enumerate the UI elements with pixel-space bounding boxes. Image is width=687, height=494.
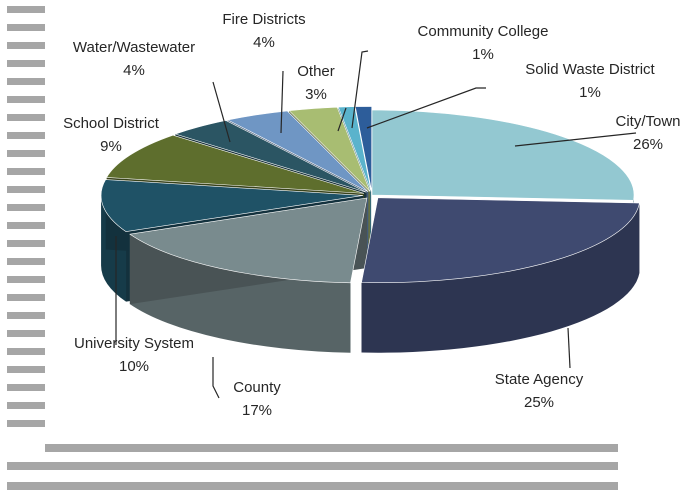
leader-lines: [115, 50, 637, 399]
leader-line-state-agency: [567, 327, 571, 369]
slice-value-state-agency: 25%: [524, 394, 554, 411]
slice-city-town: [371, 109, 635, 201]
leader-line-water-wastewater: [212, 81, 231, 143]
frame-strip-left: [7, 132, 45, 139]
frame-strip-left: [7, 150, 45, 157]
slice-value-solid-waste-district: 1%: [579, 84, 601, 101]
leader-line-other: [337, 107, 347, 132]
slice-label-solid-waste-district: Solid Waste District: [525, 61, 655, 78]
frame-strip-left: [7, 24, 45, 31]
frame-strip-left: [7, 258, 45, 265]
slice-label-other: Other: [297, 63, 335, 80]
frame-strip-bottom: [7, 482, 618, 490]
frame-strip-left: [7, 42, 45, 49]
slice-value-city-town: 26%: [633, 136, 663, 153]
frame-strip-left: [7, 240, 45, 247]
slice-value-county: 17%: [242, 402, 272, 419]
frame-strip-bottom: [45, 444, 618, 452]
leader-line-solid-waste-district: [366, 87, 486, 129]
slice-value-other: 3%: [305, 86, 327, 103]
frame-strip-left: [7, 186, 45, 193]
frame-strip-left: [7, 384, 45, 391]
frame-strip-left: [7, 348, 45, 355]
slice-value-school-district: 9%: [100, 138, 122, 155]
slice-fire-districts: [226, 110, 369, 193]
slice-value-water-wastewater: 4%: [123, 62, 145, 79]
frame-strip-left: [7, 114, 45, 121]
frame-strip-left: [7, 6, 45, 13]
frame-strip-left: [7, 294, 45, 301]
chart-frame: [7, 6, 618, 490]
slice-label-state-agency: State Agency: [495, 371, 584, 388]
slice-labels: City/Town 26% State Agency 25% County 17% Univ…: [63, 11, 680, 419]
leader-line-community-college: [351, 50, 369, 129]
slice-other: [288, 106, 371, 192]
frame-strip-left: [7, 168, 45, 175]
frame-strip-left: [7, 96, 45, 103]
slice-side-state-agency: [361, 203, 640, 353]
slice-county: [129, 197, 368, 284]
frame-strip-left: [7, 366, 45, 373]
slice-state-agency: [361, 197, 640, 283]
frame-strip-left: [7, 78, 45, 85]
slice-label-fire-districts: Fire Districts: [222, 11, 305, 28]
slice-label-county: County: [233, 379, 281, 396]
frame-strip-left: [7, 276, 45, 283]
slice-label-community-college: Community College: [418, 23, 549, 40]
slice-water-wastewater: [174, 120, 367, 193]
frame-strip-left: [7, 222, 45, 229]
frame-strip-left: [7, 402, 45, 409]
pie-tops: [100, 106, 640, 284]
slice-value-community-college: 1%: [472, 46, 494, 63]
frame-strip-left: [7, 420, 45, 427]
frame-strip-left: [7, 312, 45, 319]
frame-strip-left: [7, 60, 45, 67]
slice-value-fire-districts: 4%: [253, 34, 275, 51]
frame-strip-left: [7, 204, 45, 211]
slice-label-university-system: University System: [74, 335, 194, 352]
slice-label-school-district: School District: [63, 115, 160, 132]
leader-line-fire-districts: [280, 70, 284, 134]
slice-university-system: [100, 179, 364, 232]
slice-label-water-wastewater: Water/Wastewater: [73, 39, 195, 56]
slice-value-university-system: 10%: [119, 358, 149, 375]
leader-line-county: [212, 357, 220, 399]
slice-label-city-town: City/Town: [615, 113, 680, 130]
frame-strip-bottom: [7, 462, 618, 470]
leader-line-city-town: [514, 132, 637, 147]
frame-strip-left: [7, 330, 45, 337]
slice-school-district: [106, 134, 365, 194]
